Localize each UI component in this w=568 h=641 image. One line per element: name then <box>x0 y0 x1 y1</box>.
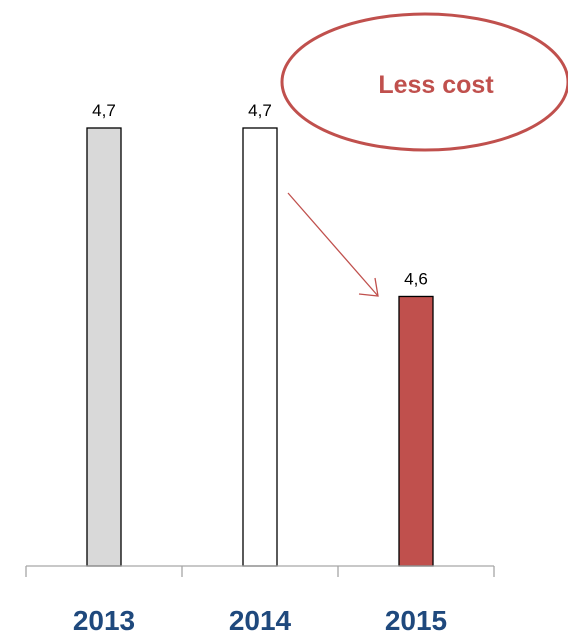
category-labels-group: 2013 2014 2015 <box>73 605 447 636</box>
callout-text: Less cost <box>378 71 494 99</box>
arrow-shaft <box>287 192 379 297</box>
x-axis-ticks <box>25 566 495 577</box>
bar-2013 <box>86 127 122 567</box>
bars-group <box>86 127 434 567</box>
category-label-2014: 2014 <box>229 605 292 636</box>
value-label-2014: 4,7 <box>248 101 272 120</box>
bar-2014 <box>242 127 278 567</box>
x-axis <box>25 565 495 577</box>
arrow-head <box>358 277 379 297</box>
value-label-2015: 4,6 <box>404 269 428 288</box>
less-cost-callout: Less cost <box>280 12 568 152</box>
callout-arrow <box>287 192 379 297</box>
callout-ellipse <box>280 12 568 152</box>
bar-2015 <box>398 295 434 567</box>
value-labels-group: 4,7 4,7 4,6 <box>92 101 428 288</box>
category-label-2015: 2015 <box>385 605 447 636</box>
category-label-2013: 2013 <box>73 605 135 636</box>
value-label-2013: 4,7 <box>92 101 116 120</box>
